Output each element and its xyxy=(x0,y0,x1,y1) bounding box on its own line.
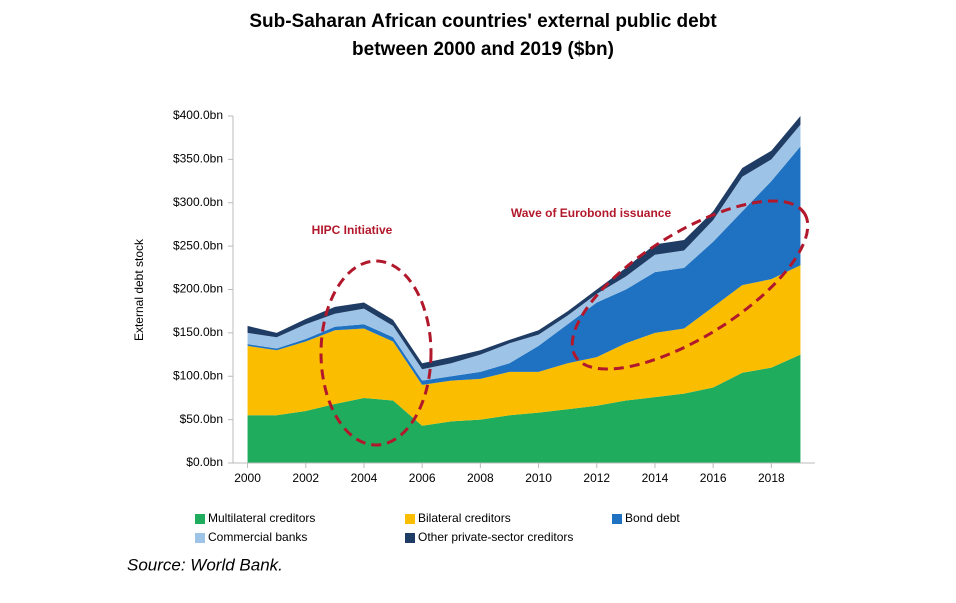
x-tick-label: 2012 xyxy=(583,471,610,485)
y-tick-label: $150.0bn xyxy=(173,325,223,339)
y-tick-label: $250.0bn xyxy=(173,238,223,252)
legend-label: Other private-sector creditors xyxy=(418,530,573,544)
y-tick-label: $400.0bn xyxy=(173,108,223,122)
area xyxy=(247,116,801,370)
annotation: HIPC Initiative xyxy=(312,223,393,237)
x-tick-label: 2010 xyxy=(525,471,552,485)
x-tick-label: 2000 xyxy=(234,471,261,485)
x-tick-label: 2016 xyxy=(700,471,727,485)
y-tick-label: $200.0bn xyxy=(173,282,223,296)
chart-title: Sub-Saharan African countries' external … xyxy=(249,11,717,32)
legend-swatch xyxy=(195,533,205,543)
y-tick-label: $100.0bn xyxy=(173,368,223,382)
x-tick-label: 2006 xyxy=(409,471,436,485)
hipc-ellipse xyxy=(319,259,433,447)
y-tick-label: $0.0bn xyxy=(186,455,223,469)
area xyxy=(247,124,801,381)
legend-label: Bond debt xyxy=(625,511,680,525)
y-tick-label: $50.0bn xyxy=(180,412,223,426)
x-tick-label: 2004 xyxy=(351,471,378,485)
legend-swatch xyxy=(405,514,415,524)
x-tick-label: 2014 xyxy=(642,471,669,485)
legend-swatch xyxy=(612,514,622,524)
area xyxy=(247,354,801,463)
y-tick-label: $300.0bn xyxy=(173,195,223,209)
y-axis-label: External debt stock xyxy=(132,238,146,341)
legend-swatch xyxy=(195,514,205,524)
x-tick-label: 2002 xyxy=(292,471,319,485)
x-tick-label: 2018 xyxy=(758,471,785,485)
y-tick-label: $350.0bn xyxy=(173,152,223,166)
x-tick-label: 2008 xyxy=(467,471,494,485)
legend-label: Multilateral creditors xyxy=(208,511,315,525)
annotation: Wave of Eurobond issuance xyxy=(511,206,672,220)
area xyxy=(247,265,801,426)
area xyxy=(247,146,801,385)
plot-area xyxy=(247,116,801,463)
legend-label: Bilateral creditors xyxy=(418,511,511,525)
legend-swatch xyxy=(405,533,415,543)
legend-label: Commercial banks xyxy=(208,530,307,544)
source-note: Source: World Bank. xyxy=(127,555,283,574)
eurobond-ellipse xyxy=(570,199,810,371)
chart-subtitle: between 2000 and 2019 ($bn) xyxy=(352,39,614,60)
